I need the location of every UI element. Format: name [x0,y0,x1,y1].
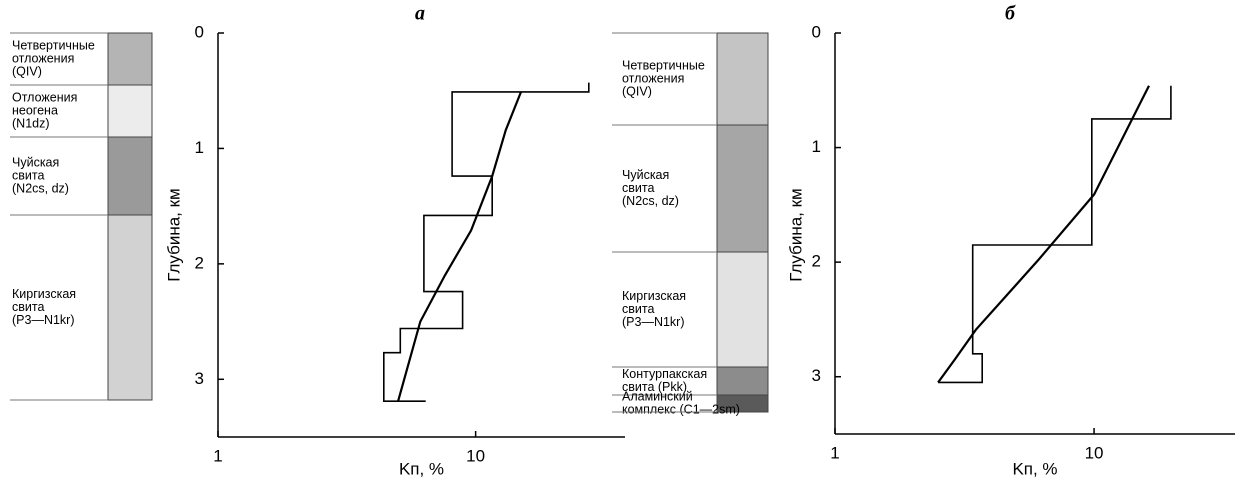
data-line [383,82,590,402]
data-line [938,85,1172,384]
column-layer [107,84,153,138]
layer-label: (QIV) [622,84,652,98]
layer-label: отложения [622,71,684,85]
layer-label: свита [12,168,44,182]
column-layer [716,366,769,396]
layer-label: (P3—N1kr) [12,313,75,327]
x-tick-label: 10 [466,446,485,465]
column-layer [107,214,153,401]
x-axis-label: Kп, % [399,459,444,478]
y-tick-label: 3 [812,366,821,385]
x-tick-label: 1 [830,443,839,462]
layer-label: Отложения [12,90,77,104]
layer-label: (P3—N1kr) [622,315,685,329]
layer-label: свита [12,300,44,314]
column-layer [107,32,153,86]
y-tick-label: 0 [195,22,204,41]
layer-label: (N1dz) [12,116,50,130]
chart-title: б [1005,3,1016,25]
layer-label: свита [622,302,654,316]
y-tick-label: 1 [812,137,821,156]
column-layer [716,32,769,126]
layer-label: Чуйская [622,168,669,182]
column-layer [716,251,769,368]
data-line [397,91,523,402]
x-tick-label: 10 [1085,443,1104,462]
column-layer [716,394,769,413]
layer-label: комплекс (C1—2sm) [622,402,740,416]
chart-title: а [415,3,425,25]
layer-label: Контурпакская [622,367,707,381]
layer-label: (N2cs, dz) [622,194,679,208]
y-axis-label: Глубина, км [786,188,805,282]
layer-label: Аламинский [622,389,693,403]
layer-label: свита [622,181,654,195]
layer-label: свита (Pkk) [622,380,687,394]
y-tick-label: 0 [812,22,821,41]
layer-label: Киргизская [622,289,686,303]
y-tick-label: 2 [812,252,821,271]
data-line [937,85,1150,384]
layer-label: (QIV) [12,64,42,78]
column-layer [107,136,153,216]
y-axis-label: Глубина, км [164,188,183,282]
layer-label: Четвертичные [622,58,705,72]
layer-label: (N2cs, dz) [12,181,69,195]
layer-label: отложения [12,51,74,65]
layer-label: Чуйская [12,155,59,169]
column-layer [716,124,769,253]
y-tick-label: 1 [195,138,204,157]
x-axis-label: Kп, % [1012,459,1057,478]
x-tick-label: 1 [213,446,222,465]
layer-label: Четвертичные [12,38,95,52]
layer-label: неогена [12,103,58,117]
layer-label: Киргизская [12,287,76,301]
y-tick-label: 3 [195,369,204,388]
y-tick-label: 2 [195,253,204,272]
